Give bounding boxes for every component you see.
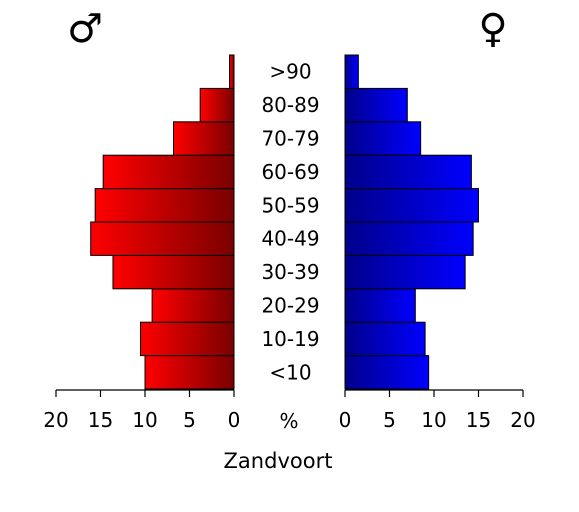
male-bar-0: [144, 355, 235, 390]
male-bar-4: [90, 221, 235, 256]
unit-label: %: [279, 409, 298, 433]
male-bars: [90, 54, 235, 390]
male-bar-7: [172, 121, 235, 156]
right-tick-label-1: 5: [383, 408, 396, 432]
female-bar-8: [344, 87, 408, 123]
male-symbol: ♂: [67, 6, 103, 52]
age-label-6: 60-69: [261, 160, 319, 184]
age-label-8: 80-89: [261, 93, 319, 117]
female-bar-9: [344, 54, 359, 89]
age-label-9: >90: [269, 60, 311, 84]
left-tick-label-2: 10: [132, 408, 157, 432]
female-bar-4: [344, 221, 474, 256]
left-tick-label-0: 20: [43, 408, 68, 432]
left-tick-label-3: 5: [183, 408, 196, 432]
age-label-2: 20-29: [261, 294, 319, 318]
left-axis: 20 15 10 5 0: [43, 389, 240, 432]
left-ticks: 20 15 10 5 0: [43, 390, 240, 432]
male-bar-3: [112, 254, 235, 290]
age-label-7: 70-79: [261, 127, 319, 151]
age-label-4: 40-49: [261, 227, 319, 251]
female-bar-5: [344, 188, 479, 223]
female-bar-6: [344, 154, 472, 190]
male-bar-9: [229, 54, 235, 89]
female-bar-0: [344, 355, 430, 390]
female-bar-2: [344, 288, 416, 323]
left-tick-label-4: 0: [228, 408, 241, 432]
male-bar-5: [94, 188, 235, 223]
female-bar-3: [344, 254, 466, 290]
right-tick-label-0: 0: [339, 408, 352, 432]
chart-caption: Zandvoort: [224, 449, 333, 473]
right-ticks: 0 5 10 15 20: [339, 390, 536, 432]
age-label-5: 50-59: [261, 193, 319, 217]
male-bar-2: [151, 288, 235, 323]
age-labels: <10 10-19 20-29 30-39 40-49 50-59 60-69 70-79 80…: [261, 60, 319, 385]
right-tick-label-3: 15: [466, 408, 491, 432]
female-bars: [344, 54, 479, 390]
male-bar-6: [102, 154, 235, 190]
age-label-1: 10-19: [261, 327, 319, 351]
right-axis: 0 5 10 15 20: [339, 389, 536, 432]
female-bar-7: [344, 121, 422, 156]
age-label-3: 30-39: [261, 260, 319, 284]
male-bar-8: [199, 87, 235, 123]
left-tick-label-1: 15: [88, 408, 113, 432]
age-label-0: <10: [269, 360, 311, 384]
right-tick-label-4: 20: [510, 408, 535, 432]
male-bar-1: [140, 321, 235, 357]
female-bar-1: [344, 321, 426, 357]
female-symbol: ♀: [478, 6, 507, 52]
right-tick-label-2: 10: [421, 408, 446, 432]
